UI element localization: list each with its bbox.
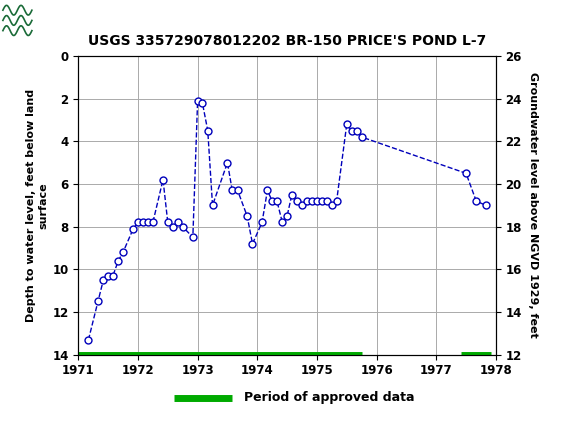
Point [208, 202, 217, 209]
Point [108, 272, 118, 279]
Point [292, 198, 302, 205]
Point [203, 127, 212, 134]
Title: USGS 335729078012202 BR-150 PRICE'S POND L-7: USGS 335729078012202 BR-150 PRICE'S POND… [88, 34, 486, 48]
Point [198, 99, 207, 106]
Point [242, 212, 252, 219]
Point [188, 234, 197, 241]
Point [93, 298, 103, 305]
Point [178, 223, 187, 230]
Point [481, 202, 491, 209]
Text: USGS: USGS [41, 11, 100, 30]
Point [472, 198, 481, 205]
Bar [2, 3, 77, 38]
Point [168, 223, 177, 230]
Point [143, 219, 153, 226]
Point [114, 258, 123, 264]
Point [163, 219, 172, 226]
Point [327, 202, 336, 209]
Point [342, 121, 351, 128]
Y-axis label: Groundwater level above NGVD 1929, feet: Groundwater level above NGVD 1929, feet [528, 72, 538, 338]
Point [332, 198, 341, 205]
Point [138, 219, 147, 226]
Point [118, 249, 128, 256]
Point [129, 225, 138, 232]
Point [322, 198, 332, 205]
Point [273, 198, 282, 205]
Point [298, 202, 307, 209]
Point [302, 198, 311, 205]
Point [223, 159, 232, 166]
Point [287, 191, 296, 198]
Point [263, 187, 272, 194]
Point [278, 219, 287, 226]
Point [307, 198, 317, 205]
Text: Period of approved data: Period of approved data [244, 391, 414, 404]
Point [248, 240, 257, 247]
Point [99, 276, 108, 283]
Point [258, 219, 267, 226]
Point [462, 170, 471, 177]
Point [347, 127, 356, 134]
Point [148, 219, 158, 226]
Point [173, 219, 183, 226]
Point [193, 97, 202, 104]
Point [352, 127, 361, 134]
Point [103, 272, 113, 279]
Point [158, 176, 168, 183]
Point [282, 212, 292, 219]
Y-axis label: Depth to water level, feet below land
surface: Depth to water level, feet below land su… [27, 89, 48, 322]
Point [233, 187, 242, 194]
Point [317, 198, 327, 205]
Point [84, 336, 93, 343]
Point [133, 219, 143, 226]
Point [312, 198, 321, 205]
Point [267, 198, 277, 205]
Point [357, 134, 367, 141]
Point [227, 187, 237, 194]
